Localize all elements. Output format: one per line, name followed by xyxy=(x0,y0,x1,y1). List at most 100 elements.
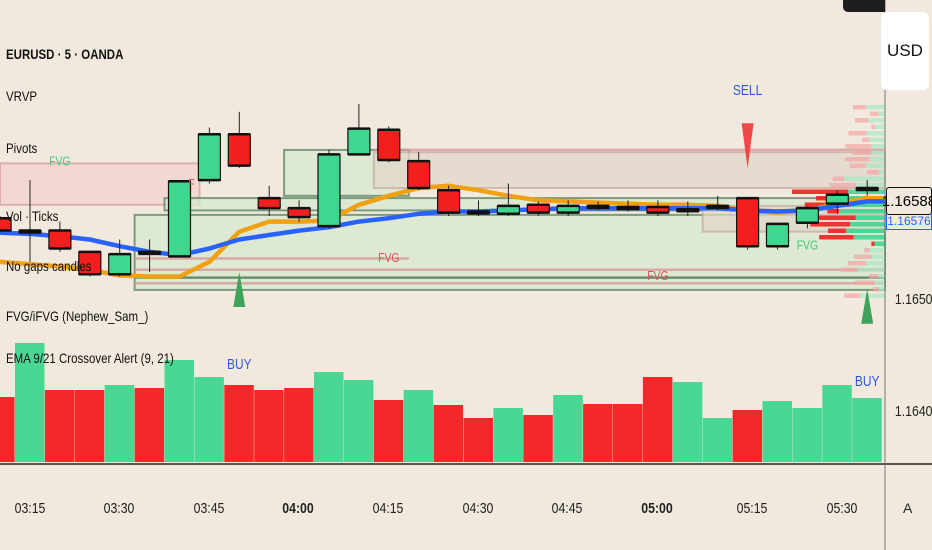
candle-body xyxy=(317,153,341,227)
vrvp-buy-bar xyxy=(866,105,885,110)
fvg-label: F xyxy=(188,177,194,191)
candle xyxy=(676,201,700,216)
top-tab[interactable] xyxy=(843,0,885,12)
vrvp-buy-bar xyxy=(879,170,885,175)
vrvp-sell-bar xyxy=(810,222,851,227)
volume-bar xyxy=(164,360,194,462)
vrvp-sell-bar xyxy=(853,254,872,259)
volume-bar xyxy=(493,408,523,462)
candle xyxy=(108,239,132,277)
candle xyxy=(197,127,221,184)
time-tick: 05:30 xyxy=(826,500,858,517)
candle-body xyxy=(257,197,281,209)
candle-body xyxy=(377,129,401,161)
fvg-zone xyxy=(372,151,886,190)
vrvp-buy-bar xyxy=(878,111,885,116)
indicator-fvg[interactable]: FVG/iFVG (Nephew_Sam_) xyxy=(6,308,149,324)
sell-signal-label: SELL xyxy=(733,82,763,99)
ema-price-label: 1.16576 xyxy=(886,213,932,230)
vrvp-buy-bar xyxy=(871,150,885,155)
time-tick: 04:30 xyxy=(462,500,494,517)
candle xyxy=(317,149,341,229)
vrvp-sell-bar xyxy=(854,280,875,285)
symbol-title[interactable]: EURUSD · 5 · OANDA xyxy=(6,46,124,62)
indicator-pivots[interactable]: Pivots xyxy=(6,140,38,156)
time-tick: 03:15 xyxy=(14,500,46,517)
currency-button[interactable]: USD xyxy=(881,12,929,90)
vrvp-buy-bar xyxy=(849,202,885,207)
candle xyxy=(227,111,251,168)
volume-bar xyxy=(194,377,224,462)
sell-arrow-icon xyxy=(741,123,754,169)
candle xyxy=(526,201,550,216)
vrvp-sell-bar xyxy=(849,163,866,168)
time-tick: 04:15 xyxy=(372,500,404,517)
vrvp-buy-bar xyxy=(848,189,885,194)
vrvp-sell-bar xyxy=(814,215,856,220)
candle-body xyxy=(825,194,849,205)
candle-body xyxy=(735,197,760,247)
vrvp-buy-bar xyxy=(878,274,885,279)
vrvp-sell-bar xyxy=(819,235,854,240)
price-tick: 1.16500 xyxy=(894,291,932,308)
vrvp-buy-bar xyxy=(857,267,885,272)
auto-scale-button[interactable]: A xyxy=(903,500,913,516)
vrvp-buy-bar xyxy=(874,280,885,285)
volume-bar xyxy=(792,408,822,462)
volume-bar xyxy=(15,343,45,462)
candle-body xyxy=(437,189,461,214)
vrvp-buy-bar xyxy=(869,157,885,162)
time-tick: 05:00 xyxy=(641,500,673,517)
vrvp-buy-bar xyxy=(866,131,885,136)
volume-bar xyxy=(583,404,613,462)
candle xyxy=(48,221,72,252)
vrvp-sell-bar xyxy=(871,124,875,129)
candle xyxy=(735,196,760,250)
vrvp-sell-bar xyxy=(862,137,870,142)
volume-bar xyxy=(523,415,553,462)
indicator-ema-crossover[interactable]: EMA 9/21 Crossover Alert (9, 21) xyxy=(6,350,174,366)
volume-bar xyxy=(284,388,314,462)
vrvp-sell-bar xyxy=(845,144,872,149)
candle-body xyxy=(108,253,132,275)
candle xyxy=(78,250,102,277)
vrvp-buy-bar xyxy=(845,228,885,233)
vrvp-sell-bar xyxy=(852,150,872,155)
volume-bar xyxy=(403,390,434,462)
indicator-no-gaps-candles[interactable]: No gaps candles xyxy=(6,258,92,274)
volume-bar xyxy=(463,418,493,462)
vrvp-buy-bar xyxy=(869,248,885,253)
volume-bar xyxy=(762,401,792,462)
volume-bar xyxy=(224,385,254,462)
candle xyxy=(706,195,730,211)
candle xyxy=(466,200,491,216)
volume-bar xyxy=(672,382,703,462)
volume-bar xyxy=(373,400,404,462)
vrvp-sell-bar xyxy=(847,261,867,266)
vrvp-sell-bar xyxy=(828,228,846,233)
volume-bar xyxy=(104,385,135,462)
candle-body xyxy=(227,133,251,167)
vrvp-buy-bar xyxy=(878,287,885,292)
vrvp-sell-bar xyxy=(832,176,844,181)
vrvp-buy-bar xyxy=(859,293,885,298)
candle xyxy=(496,183,520,216)
indicator-vrvp[interactable]: VRVP xyxy=(6,88,38,104)
indicator-volume[interactable]: Vol · Ticks xyxy=(6,208,59,224)
candle xyxy=(377,126,401,163)
candle-body xyxy=(795,207,820,224)
candle xyxy=(0,216,12,233)
volume-bar xyxy=(44,390,75,462)
vrvp-buy-bar xyxy=(850,222,885,227)
volume-bar xyxy=(343,380,374,462)
buy-signal-label: BUY xyxy=(227,356,252,373)
volume-bar xyxy=(553,395,583,462)
vrvp-sell-bar xyxy=(872,287,879,292)
vrvp-sell-bar xyxy=(871,241,875,246)
vrvp-sell-bar xyxy=(840,267,858,272)
candle xyxy=(586,201,610,211)
vrvp-sell-bar xyxy=(848,131,867,136)
vrvp-sell-bar xyxy=(864,248,870,253)
